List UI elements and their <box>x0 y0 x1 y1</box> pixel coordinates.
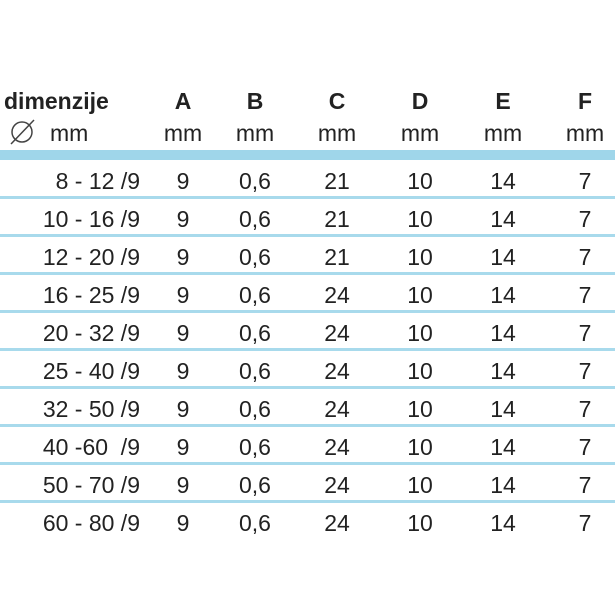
row-separator <box>0 424 615 427</box>
cell-a: 9 <box>176 244 190 270</box>
cell-e: 14 <box>490 358 516 384</box>
diameter-icon <box>10 119 35 145</box>
header-unit: mm <box>317 120 357 146</box>
header-unit: mm <box>163 120 203 146</box>
cell-a: 9 <box>176 434 190 460</box>
cell-f: 7 <box>578 320 592 346</box>
cell-a: 9 <box>176 510 190 536</box>
cell-b: 0,6 <box>239 472 271 498</box>
cell-a: 9 <box>176 358 190 384</box>
cell-b: 0,6 <box>239 206 271 232</box>
cell-f: 7 <box>578 396 592 422</box>
cell-f: 7 <box>578 206 592 232</box>
cell-e: 14 <box>490 244 516 270</box>
cell-f: 7 <box>578 472 592 498</box>
header-unit: mm <box>565 120 605 146</box>
header-dimenzije: dimenzije <box>4 88 109 114</box>
cell-c: 24 <box>324 472 350 498</box>
cell-d: 10 <box>407 206 433 232</box>
cell-e: 14 <box>490 510 516 536</box>
cell-f: 7 <box>578 510 592 536</box>
cell-d: 10 <box>407 472 433 498</box>
cell-d: 10 <box>407 510 433 536</box>
header-c: C <box>328 88 346 114</box>
cell-dimension: 16 - 25 /9 <box>42 282 140 308</box>
cell-b: 0,6 <box>239 168 271 194</box>
cell-c: 21 <box>324 206 350 232</box>
cell-e: 14 <box>490 206 516 232</box>
cell-a: 9 <box>176 396 190 422</box>
cell-a: 9 <box>176 320 190 346</box>
cell-a: 9 <box>176 472 190 498</box>
cell-c: 24 <box>324 510 350 536</box>
cell-dimension: 12 - 20 /9 <box>42 244 140 270</box>
cell-b: 0,6 <box>239 244 271 270</box>
cell-dimension: 50 - 70 /9 <box>42 472 140 498</box>
cell-b: 0,6 <box>239 282 271 308</box>
cell-b: 0,6 <box>239 396 271 422</box>
header-unit: mm <box>483 120 523 146</box>
cell-d: 10 <box>407 320 433 346</box>
cell-a: 9 <box>176 282 190 308</box>
cell-d: 10 <box>407 244 433 270</box>
header-unit: mm <box>235 120 275 146</box>
cell-f: 7 <box>578 358 592 384</box>
row-separator <box>0 500 615 503</box>
cell-d: 10 <box>407 168 433 194</box>
cell-b: 0,6 <box>239 358 271 384</box>
header-d: D <box>411 88 429 114</box>
row-separator <box>0 310 615 313</box>
row-separator <box>0 234 615 237</box>
cell-c: 24 <box>324 320 350 346</box>
cell-dimension: 25 - 40 /9 <box>42 358 140 384</box>
cell-e: 14 <box>490 472 516 498</box>
cell-c: 24 <box>324 282 350 308</box>
cell-dimension: 40 -60 /9 <box>42 434 140 460</box>
cell-dimension: 20 - 32 /9 <box>42 320 140 346</box>
cell-c: 24 <box>324 396 350 422</box>
header-a: A <box>174 88 192 114</box>
header-e: E <box>495 88 511 114</box>
cell-d: 10 <box>407 396 433 422</box>
cell-d: 10 <box>407 282 433 308</box>
cell-dimension: 10 - 16 /9 <box>42 206 140 232</box>
cell-c: 24 <box>324 434 350 460</box>
cell-c: 24 <box>324 358 350 384</box>
cell-f: 7 <box>578 244 592 270</box>
cell-a: 9 <box>176 168 190 194</box>
header-dimenzije-unit: mm <box>50 120 89 146</box>
cell-d: 10 <box>407 358 433 384</box>
row-separator <box>0 348 615 351</box>
cell-e: 14 <box>490 434 516 460</box>
row-separator <box>0 196 615 199</box>
cell-dimension: 8 - 12 /9 <box>55 168 140 194</box>
cell-b: 0,6 <box>239 320 271 346</box>
cell-e: 14 <box>490 396 516 422</box>
cell-dimension: 32 - 50 /9 <box>42 396 140 422</box>
cell-f: 7 <box>578 168 592 194</box>
cell-b: 0,6 <box>239 510 271 536</box>
cell-c: 21 <box>324 244 350 270</box>
cell-e: 14 <box>490 320 516 346</box>
cell-b: 0,6 <box>239 434 271 460</box>
header-unit: mm <box>400 120 440 146</box>
cell-dimension: 60 - 80 /9 <box>42 510 140 536</box>
cell-e: 14 <box>490 282 516 308</box>
cell-a: 9 <box>176 206 190 232</box>
row-separator <box>0 462 615 465</box>
cell-f: 7 <box>578 282 592 308</box>
header-band <box>0 150 615 160</box>
cell-c: 21 <box>324 168 350 194</box>
header-b: B <box>246 88 264 114</box>
row-separator <box>0 272 615 275</box>
row-separator <box>0 386 615 389</box>
header-f: F <box>577 88 593 114</box>
cell-d: 10 <box>407 434 433 460</box>
cell-e: 14 <box>490 168 516 194</box>
cell-f: 7 <box>578 434 592 460</box>
